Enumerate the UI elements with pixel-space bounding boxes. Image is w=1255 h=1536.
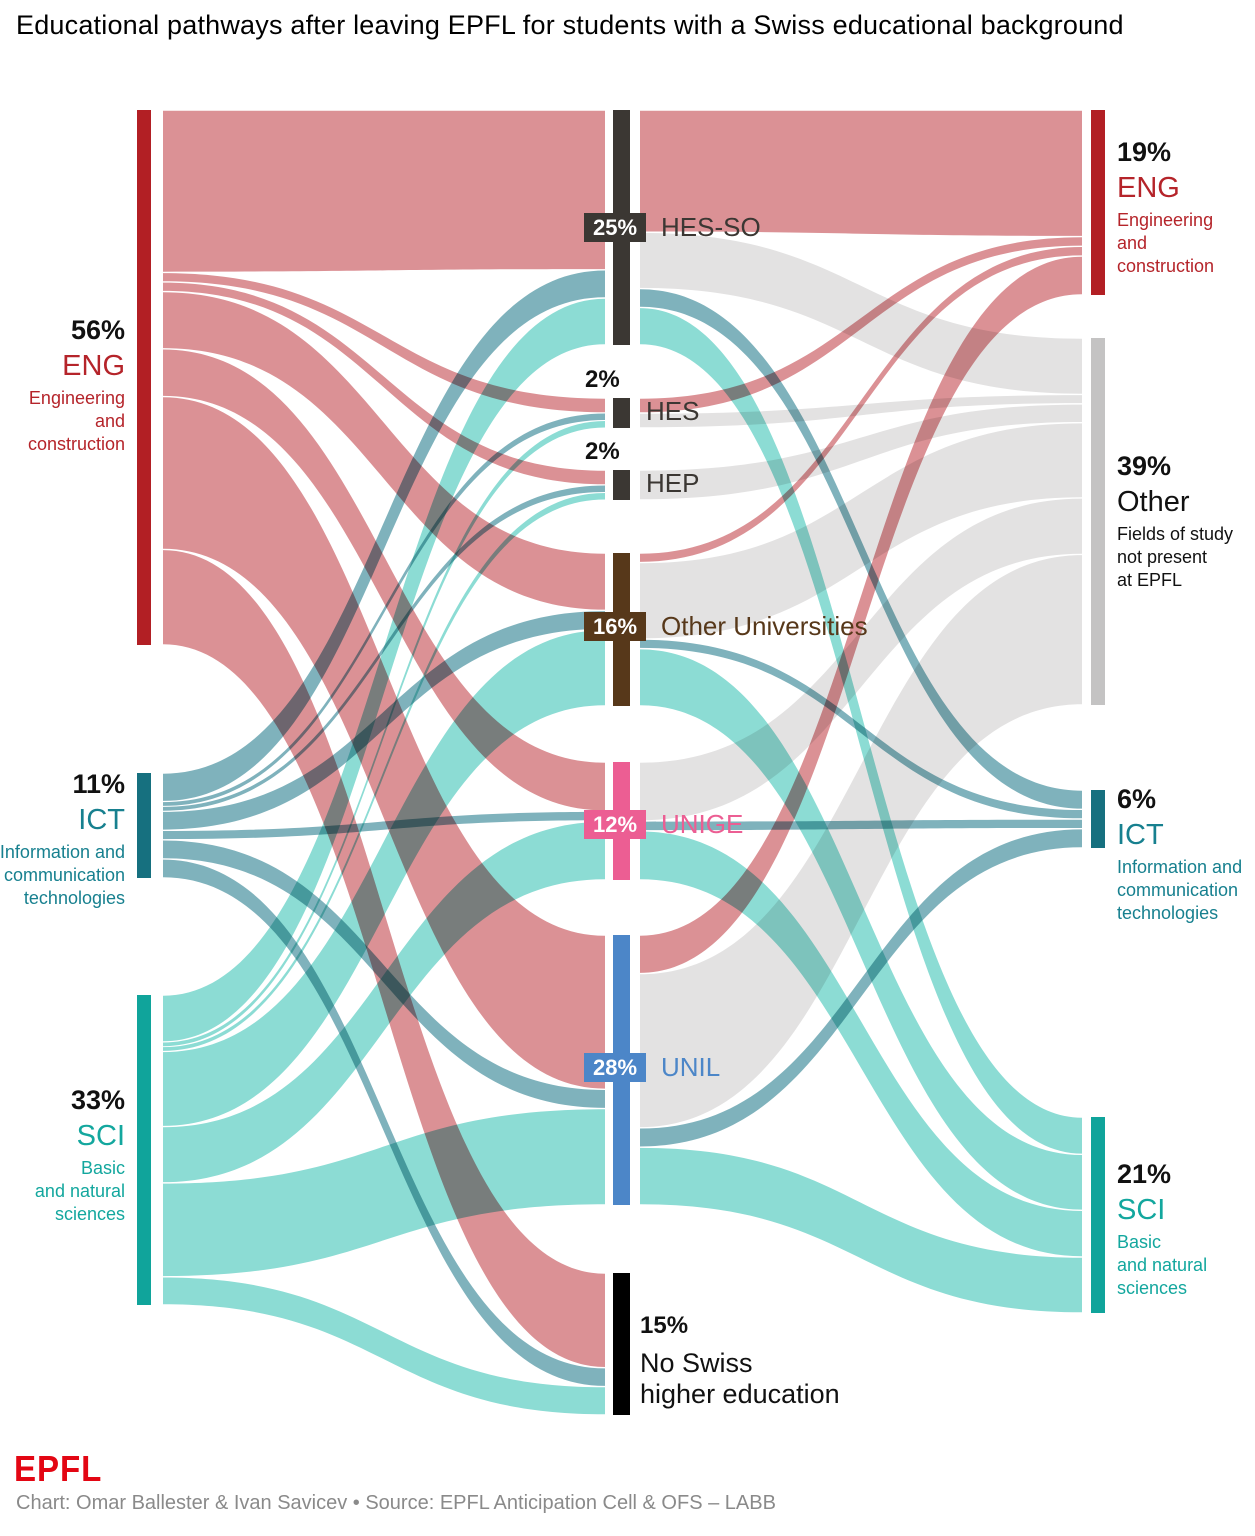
- sankey-flow-othu-other: [640, 423, 1082, 639]
- middle-node-label-unige: UNIGE: [661, 809, 744, 839]
- sankey-flow-othu-ict: [640, 639, 1082, 819]
- sankey-node-r_eng: [1091, 110, 1105, 295]
- middle-node-badge-unil: 28%: [584, 1053, 647, 1082]
- sankey-flow-sci-hes: [163, 420, 605, 1047]
- sankey-node-m_hes: [613, 398, 630, 428]
- middle-node-pct-hes: 2%: [585, 366, 620, 393]
- node-code: ENG: [1117, 172, 1180, 205]
- sankey-flow-sci-noswiss: [163, 1277, 605, 1415]
- left-node-label-ict: 11% ICT Information and communication te…: [0, 770, 125, 910]
- sankey-node-l_ict: [137, 773, 151, 878]
- sankey-flow-unil-sci: [640, 1147, 1082, 1313]
- node-code: ENG: [62, 350, 125, 383]
- sankey-node-l_sci: [137, 995, 151, 1305]
- middle-node-badge-unige: 12%: [584, 810, 647, 839]
- node-percentage: 33%: [70, 1085, 125, 1115]
- sankey-flow-eng-hep: [163, 282, 605, 485]
- sankey-flow-hes-other: [640, 395, 1082, 428]
- node-code: SCI: [1117, 1194, 1166, 1227]
- sankey-flow-eng-unil: [163, 397, 605, 1089]
- right-node-label-ict: 6% ICT Information and communication tec…: [1117, 785, 1255, 925]
- sankey-flow-sci-hesso: [163, 298, 605, 1042]
- chart-credit: Chart: Omar Ballester & Ivan Savicev • S…: [16, 1492, 776, 1514]
- middle-node-label-other-universities: Other Universities: [661, 611, 868, 641]
- sankey-flow-eng-hesso: [163, 110, 605, 272]
- sankey-flow-ict-hes: [163, 413, 605, 806]
- sankey-flow-eng-hes: [163, 273, 605, 413]
- middle-node-badge-other-universities: 16%: [584, 612, 647, 641]
- sankey-flow-sci-hep: [163, 492, 605, 1051]
- epfl-logo: EPFL: [14, 1448, 103, 1489]
- node-sublabel: Information and communication technologi…: [1117, 856, 1243, 923]
- sankey-flow-eng-noswiss: [163, 550, 605, 1367]
- sankey-flow-sci-othu: [163, 630, 605, 1126]
- sankey-flow-othu-eng: [640, 247, 1082, 562]
- sankey-flow-ict-unil: [163, 840, 605, 1108]
- left-node-label-eng: 56% ENG Engineering and construction: [0, 316, 125, 456]
- node-sublabel: Engineering and construction: [27, 387, 125, 454]
- node-code: ICT: [1117, 819, 1164, 852]
- sankey-flow-unil-other: [640, 555, 1082, 1128]
- right-node-label-sci: 21% SCI Basic and natural sciences: [1117, 1160, 1255, 1300]
- sankey-flow-othu-sci: [640, 649, 1082, 1210]
- middle-node-label-unil: UNIL: [661, 1052, 721, 1082]
- node-percentage: 21%: [1117, 1159, 1172, 1189]
- right-node-label-other: 39% Other Fields of study not present at…: [1117, 452, 1255, 592]
- middle-node-label-hesso: HES-SO: [661, 212, 761, 242]
- node-code: SCI: [76, 1120, 125, 1153]
- node-sublabel: Fields of study not present at EPFL: [1117, 523, 1234, 590]
- sankey-flow-hesso-eng: [640, 110, 1082, 236]
- sankey-flow-hes-eng: [640, 237, 1082, 413]
- node-percentage: 11%: [72, 769, 125, 799]
- chart-title: Educational pathways after leaving EPFL …: [16, 10, 1124, 40]
- sankey-flow-unige-other: [640, 498, 1082, 821]
- node-sublabel: Information and communication technologi…: [0, 841, 125, 908]
- sankey-flow-hep-other: [640, 404, 1082, 500]
- sankey-flow-eng-unige: [163, 349, 605, 811]
- node-sublabel: Engineering and construction: [1117, 209, 1215, 276]
- node-percentage: 19%: [1117, 137, 1172, 167]
- middle-node-label-hes: HES: [646, 396, 700, 426]
- left-node-label-sci: 33% SCI Basic and natural sciences: [0, 1086, 125, 1226]
- sankey-flow-ict-hesso: [163, 270, 605, 801]
- node-percentage: 56%: [70, 315, 125, 345]
- sankey-node-r_sci: [1091, 1117, 1105, 1313]
- sankey-flow-unil-eng: [640, 256, 1082, 973]
- sankey-flow-eng-othu: [163, 292, 605, 610]
- node-percentage: 6%: [1117, 784, 1157, 814]
- node-percentage: 39%: [1117, 451, 1172, 481]
- node-sublabel: No Swiss higher education: [640, 1348, 840, 1410]
- sankey-flow-ict-unige: [163, 811, 605, 840]
- sankey-node-r_other: [1091, 338, 1105, 705]
- node-sublabel: Basic and natural sciences: [34, 1157, 125, 1224]
- middle-node-label-hep: HEP: [646, 468, 700, 498]
- sankey-node-l_eng: [137, 110, 151, 645]
- node-code: Other: [1117, 486, 1190, 519]
- sankey-flow-unil-ict: [640, 829, 1082, 1147]
- sankey-flow-ict-noswiss: [163, 859, 605, 1386]
- node-sublabel: Basic and natural sciences: [1117, 1231, 1208, 1298]
- sankey-flow-ict-othu: [163, 611, 605, 830]
- sankey-flow-sci-unil: [163, 1109, 605, 1277]
- node-percentage: 15%: [640, 1312, 689, 1339]
- sankey-flow-unige-sci: [640, 831, 1082, 1257]
- sankey-node-m_hep: [613, 470, 630, 500]
- sankey-flow-sci-unige: [163, 821, 605, 1183]
- sankey-node-r_ict: [1091, 790, 1105, 848]
- middle-node-badge-hesso: 25%: [584, 213, 647, 242]
- right-node-label-eng: 19% ENG Engineering and construction: [1117, 138, 1255, 278]
- sankey-node-m_noswiss: [613, 1273, 630, 1415]
- node-code: ICT: [78, 804, 125, 837]
- middle-node-label-no-swiss: 15% No Swiss higher education: [640, 1312, 840, 1410]
- middle-node-pct-hep: 2%: [585, 438, 620, 465]
